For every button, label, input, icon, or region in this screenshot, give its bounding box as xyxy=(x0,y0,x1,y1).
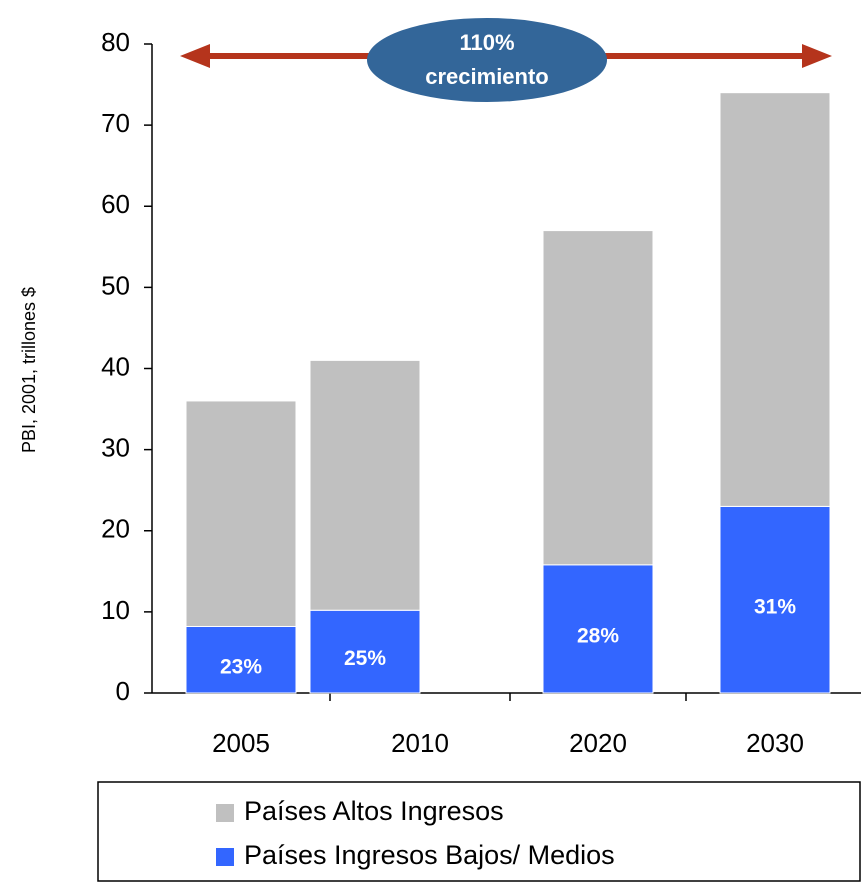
y-tick-label: 40 xyxy=(101,351,130,381)
y-tick-label: 30 xyxy=(101,433,130,463)
share-label: 31% xyxy=(754,595,796,618)
legend-label: Países Altos Ingresos xyxy=(244,796,504,826)
bar-segment xyxy=(542,564,654,694)
legend-box xyxy=(97,781,861,882)
bar-segment xyxy=(309,359,421,611)
y-tick-label: 80 xyxy=(101,27,130,57)
x-tick-label: 2005 xyxy=(212,728,270,758)
share-label: 25% xyxy=(344,647,386,670)
legend-swatch xyxy=(216,804,234,822)
x-tick-label: 2020 xyxy=(569,728,627,758)
bar-segment xyxy=(719,92,831,507)
share-label: 23% xyxy=(220,655,262,678)
bar-segment xyxy=(185,400,297,627)
bar-segment xyxy=(542,230,654,566)
growth-arrow xyxy=(180,18,832,102)
y-tick-label: 20 xyxy=(101,514,130,544)
legend-swatch xyxy=(216,848,234,866)
annotation: crecimiento xyxy=(425,64,549,89)
y-tick-label: 50 xyxy=(101,270,130,300)
y-tick-label: 60 xyxy=(101,189,130,219)
bar-segment xyxy=(719,505,831,694)
y-tick-label: 70 xyxy=(101,108,130,138)
y-tick-label: 0 xyxy=(116,676,130,706)
x-tick-label: 2030 xyxy=(746,728,804,758)
y-axis-label: PBI, 2001, trillones $ xyxy=(19,287,39,453)
bar-segment xyxy=(309,609,421,694)
legend-label: Países Ingresos Bajos/ Medios xyxy=(244,840,615,870)
bar-segment xyxy=(185,625,297,694)
y-tick-label: 10 xyxy=(101,595,130,625)
annotation: 110% xyxy=(459,30,514,55)
share-label: 28% xyxy=(577,624,619,647)
x-tick-label: 2010 xyxy=(391,728,449,758)
